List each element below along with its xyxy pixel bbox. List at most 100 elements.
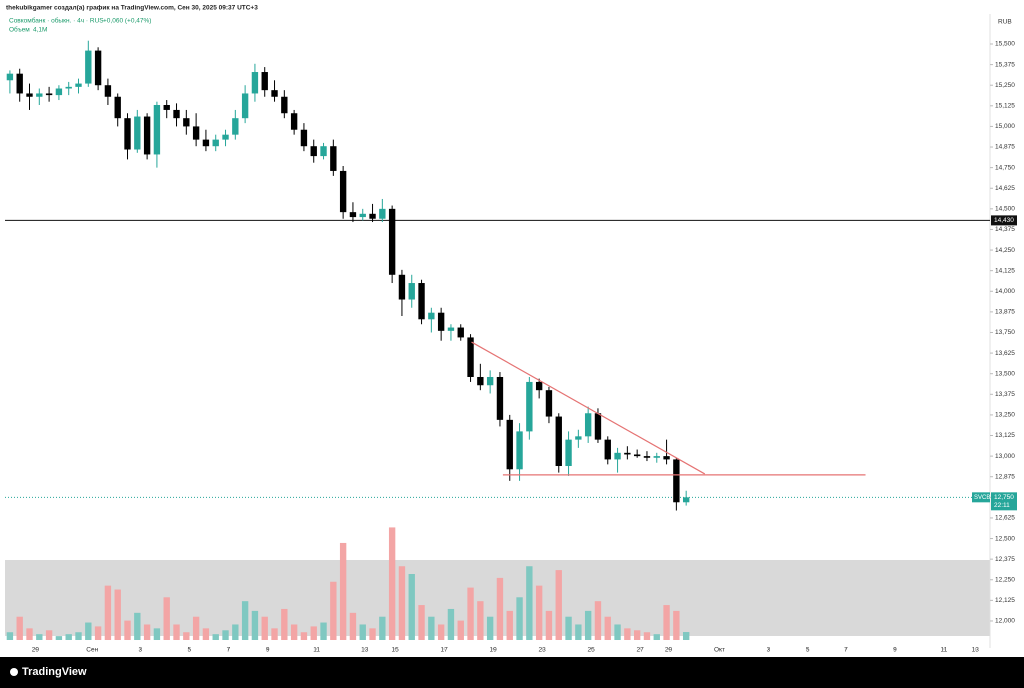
last-price-label: 12,750 [994, 494, 1014, 501]
volume-bar [183, 632, 190, 640]
volume-bar [310, 626, 317, 640]
volume-bar [663, 605, 670, 640]
volume-bar [36, 634, 43, 640]
x-tick-label: 29 [665, 647, 673, 654]
volume-bar [496, 577, 504, 640]
volume-bar [555, 570, 562, 640]
candle-body [388, 208, 396, 275]
volume-bar [428, 616, 435, 640]
candle-body [624, 452, 631, 455]
candle-body [526, 381, 533, 432]
volume-bar [251, 610, 259, 640]
y-tick-label: 13,250 [995, 412, 1015, 419]
x-tick-label: 29 [32, 647, 40, 654]
candle-body [398, 274, 406, 300]
volume-bar [232, 624, 239, 640]
candle-body [163, 104, 170, 110]
volume-bar [349, 612, 357, 640]
candle-body [75, 83, 82, 87]
volume-bar [379, 616, 386, 640]
brand-logo [10, 668, 18, 676]
volume-bar [614, 624, 621, 640]
volume-bar [604, 616, 611, 640]
candle-body [114, 96, 121, 119]
x-tick-label: 9 [266, 647, 270, 654]
y-tick-label: 13,500 [995, 370, 1015, 377]
volume-bar [682, 632, 690, 640]
volume-bar [565, 616, 572, 640]
y-tick-label: 14,750 [995, 164, 1015, 171]
y-tick-label: 13,750 [995, 329, 1015, 336]
candle-body [486, 376, 494, 386]
x-tick-label: 19 [489, 647, 497, 654]
y-tick-label: 15,125 [995, 103, 1015, 110]
candle-body [241, 93, 249, 119]
volume-bar [26, 628, 33, 640]
candle-body [369, 213, 376, 219]
candle-body [535, 381, 543, 391]
x-tick-label: Сен [86, 647, 98, 654]
candle-body [565, 439, 572, 467]
volume-bar [163, 597, 170, 640]
y-tick-label: 14,375 [995, 226, 1015, 233]
candle-body [545, 390, 553, 417]
volume-bar [75, 632, 82, 640]
volume-bar [545, 610, 553, 640]
volume-bar [202, 628, 210, 640]
candle-body [457, 327, 464, 338]
y-tick-label: 14,125 [995, 267, 1015, 274]
candle-body [26, 93, 33, 97]
y-tick-label: 12,375 [995, 556, 1015, 563]
candle-body [222, 134, 229, 140]
y-tick-label: 12,000 [995, 618, 1015, 625]
y-tick-label: 12,625 [995, 515, 1015, 522]
candle-body [643, 456, 651, 458]
candle-body [85, 50, 92, 84]
candle-body [173, 109, 180, 119]
x-tick-label: Окт [714, 647, 725, 654]
candle-body [359, 213, 366, 218]
candle-body [467, 337, 474, 377]
volume-bar [153, 628, 161, 640]
candle-body [408, 283, 415, 300]
candle-body [437, 312, 445, 331]
candle-body [682, 497, 690, 503]
candle-body [477, 376, 484, 386]
candle-body [575, 436, 582, 440]
volume-bar [467, 587, 474, 640]
candle-body [653, 456, 660, 458]
volume-bar [653, 634, 660, 640]
x-tick-label: 13 [972, 647, 980, 654]
y-tick-label: 13,125 [995, 432, 1015, 439]
volume-bar [173, 624, 180, 640]
volume-bar [320, 622, 327, 640]
candle-body [379, 208, 386, 219]
candle-body [330, 146, 337, 171]
footer-bar [0, 657, 1024, 688]
candle-body [584, 413, 592, 437]
volume-bar [261, 616, 268, 640]
volume-bar [212, 634, 219, 640]
volume-bar [114, 589, 121, 640]
x-tick-label: 15 [391, 647, 399, 654]
y-tick-label: 14,250 [995, 247, 1015, 254]
volume-bar [192, 616, 200, 640]
volume-bar [388, 527, 396, 640]
volume-bar [457, 620, 464, 640]
candle-body [516, 431, 523, 470]
hline-label-box [991, 215, 1017, 226]
legend-symbol: Совкомбанк · обыкн. · 4ч · RUS [9, 17, 104, 25]
candle-body [202, 139, 210, 147]
x-tick-label: 3 [767, 647, 771, 654]
candle-body [320, 146, 327, 157]
volume-bar [94, 626, 102, 640]
volume-bar [271, 628, 278, 640]
x-tick-label: 11 [941, 647, 948, 654]
x-tick-label: 13 [361, 647, 369, 654]
y-tick-label: 13,625 [995, 350, 1015, 357]
y-tick-label: 15,375 [995, 61, 1015, 68]
x-tick-label: 25 [587, 647, 595, 654]
y-tick-label: 12,250 [995, 576, 1015, 583]
volume-bar [16, 616, 23, 640]
